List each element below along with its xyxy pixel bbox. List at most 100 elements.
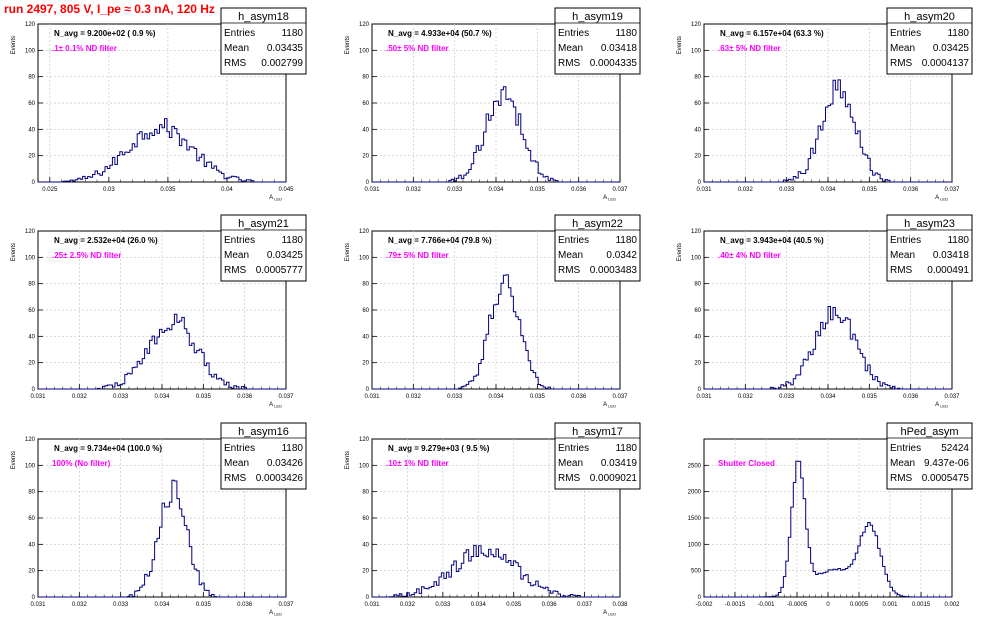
y-tick-label: 120: [25, 229, 36, 235]
stats-label: RMS: [890, 58, 913, 69]
x-axis-label: A LED: [269, 610, 282, 617]
filter-annotation: .50± 5% ND filter: [386, 44, 449, 53]
y-tick-label: 2000: [688, 490, 702, 496]
x-tick-label: 0: [826, 602, 830, 608]
histogram-name: h_asym16: [238, 426, 289, 438]
y-tick-label: 100: [25, 255, 36, 261]
x-tick-label: 0.037: [944, 187, 960, 193]
stats-box: [554, 422, 641, 490]
x-tick-label: 0.037: [612, 394, 628, 400]
x-tick-label: 0.035: [862, 187, 878, 193]
stats-label: RMS: [224, 58, 247, 69]
x-tick-label: 0.037: [278, 602, 294, 608]
stats-value: 1180: [281, 235, 303, 246]
stats-box: [220, 7, 307, 75]
x-tick-label: 0.033: [113, 602, 129, 608]
stats-label: RMS: [224, 265, 247, 276]
stats-box: [886, 422, 973, 490]
x-tick-label: 0.036: [903, 394, 919, 400]
y-tick-label: 100: [691, 48, 702, 54]
y-tick-label: 100: [359, 255, 370, 261]
histogram-title: N_avg = 3.943e+04 (40.5 %): [720, 236, 824, 245]
stats-box: [886, 7, 973, 75]
histogram-title: N_avg = 2.532e+04 (26.0 %): [54, 236, 158, 245]
stats-label: Entries: [558, 443, 589, 454]
x-tick-label: 0.033: [447, 187, 463, 193]
y-tick-label: 60: [362, 308, 369, 314]
histogram-title: N_avg = 9.734e+04 (100.0 %): [54, 444, 162, 453]
stats-value: 9.437e-06: [924, 458, 969, 469]
stats-value: 0.0004137: [922, 58, 970, 69]
histogram-panel-h_asym21: 0.031 0.032 0.033 0.034 0.035 0.036 0.037 0 20 40…: [11, 214, 307, 409]
stats-label: Entries: [890, 235, 921, 246]
stats-value: 0.03426: [267, 458, 304, 469]
stats-label: RMS: [890, 473, 913, 484]
y-tick-label: 40: [694, 127, 701, 133]
stats-value: 0.03435: [267, 43, 304, 54]
x-tick-label: 0.04: [221, 187, 233, 193]
x-tick-label: 0.036: [571, 187, 587, 193]
x-axis-label: A LED: [603, 402, 616, 409]
histogram-name: h_asym19: [572, 11, 623, 23]
stats-value: 1180: [947, 235, 969, 246]
stats-label: Entries: [890, 443, 921, 454]
y-tick-label: 1500: [688, 516, 702, 522]
y-tick-label: 0: [32, 595, 36, 601]
y-tick-label: 120: [25, 437, 36, 443]
stats-value: 0.03418: [933, 250, 970, 261]
histogram-curve-h_asym21: [38, 313, 286, 390]
y-tick-label: 20: [362, 154, 369, 160]
stats-value: 1180: [615, 235, 637, 246]
stats-value: 0.0003483: [590, 265, 638, 276]
x-tick-label: 0.035: [196, 394, 212, 400]
y-tick-label: 100: [25, 463, 36, 469]
x-tick-label: -0.001: [757, 602, 775, 608]
y-tick-label: 500: [691, 569, 702, 575]
histogram-panel-h_asym17: 0.031 0.032 0.033 0.034 0.035 0.036 0.037 0.038…: [345, 422, 641, 617]
y-axis-label: Events: [345, 36, 351, 54]
filter-annotation: Shutter Closed: [718, 459, 775, 468]
stats-label: Entries: [558, 28, 589, 39]
stats-box: [220, 214, 307, 282]
histogram-title: N_avg = 4.933e+04 (50.7 %): [388, 29, 492, 38]
y-axis-label: Events: [11, 451, 17, 469]
stats-label: Mean: [890, 458, 915, 469]
y-tick-label: 120: [691, 229, 702, 235]
x-tick-label: 0.031: [364, 602, 380, 608]
x-axis-label: A LED: [269, 195, 282, 202]
y-tick-label: 60: [362, 516, 369, 522]
x-tick-label: 0.034: [154, 602, 170, 608]
stats-value: 1180: [281, 443, 303, 454]
stats-value: 0.0342: [606, 250, 637, 261]
x-tick-label: 0.037: [944, 394, 960, 400]
y-axis-label: Events: [11, 243, 17, 261]
y-tick-label: 120: [25, 22, 36, 28]
filter-annotation: .40± 4% ND filter: [718, 251, 781, 260]
stats-value: 0.03425: [933, 43, 970, 54]
x-tick-label: 0.034: [154, 394, 170, 400]
run-title: run 2497, 805 V, I_pe ≈ 0.3 nA, 120 Hz: [4, 2, 215, 16]
histogram-name: h_asym20: [904, 11, 955, 23]
y-tick-label: 120: [359, 437, 370, 443]
filter-annotation: .63± 5% ND filter: [718, 44, 781, 53]
y-tick-label: 0: [366, 387, 370, 393]
x-tick-label: 0.035: [530, 394, 546, 400]
y-tick-label: 120: [359, 22, 370, 28]
stats-value: 1180: [947, 28, 969, 39]
x-tick-label: 0.034: [488, 187, 504, 193]
y-tick-label: 40: [28, 334, 35, 340]
x-tick-label: 0.031: [30, 602, 46, 608]
y-tick-label: 0: [32, 180, 36, 186]
x-tick-label: 0.031: [364, 394, 380, 400]
y-tick-label: 60: [28, 308, 35, 314]
stats-label: RMS: [558, 58, 581, 69]
histogram-name: h_asym18: [238, 11, 289, 23]
x-tick-label: 0.035: [196, 602, 212, 608]
y-tick-label: 0: [366, 595, 370, 601]
x-tick-label: -0.0015: [725, 602, 746, 608]
stats-label: Entries: [224, 235, 255, 246]
y-tick-label: 20: [694, 361, 701, 367]
y-tick-label: 40: [694, 334, 701, 340]
histogram-panel-h_asym19: 0.031 0.032 0.033 0.034 0.035 0.036 0.037 0 20 40…: [345, 7, 641, 202]
